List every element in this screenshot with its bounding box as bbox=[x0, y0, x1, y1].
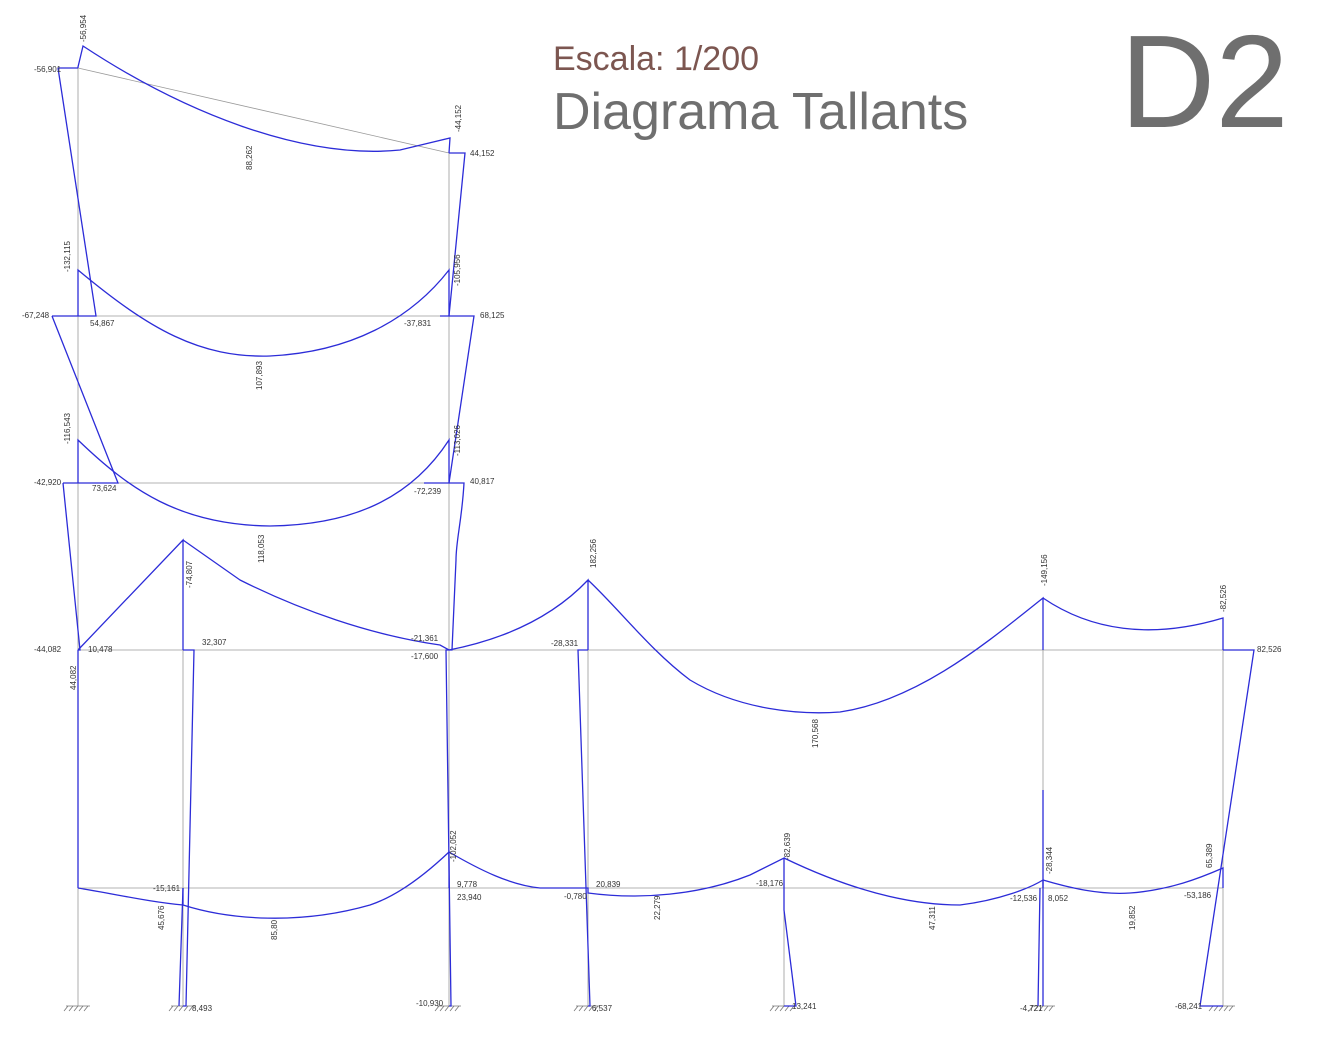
sheet-code: D2 bbox=[1120, 8, 1289, 155]
shear-value-label: -0,780 bbox=[564, 892, 587, 901]
shear-curve-roof-beam bbox=[77, 44, 451, 154]
shear-curves bbox=[51, 44, 1255, 1007]
shear-value-label: 82,526 bbox=[1257, 645, 1282, 654]
shear-curve-floor-1 bbox=[77, 538, 1224, 714]
shear-value-label: 54,867 bbox=[90, 319, 115, 328]
shear-curve-column-1-top bbox=[57, 67, 97, 317]
shear-curve-column-1-mid bbox=[51, 315, 119, 484]
shear-curve-column-7 bbox=[1199, 649, 1255, 1007]
roof-beam bbox=[77, 67, 450, 154]
shear-curve-column-2-mid bbox=[424, 315, 475, 484]
scale-label: Escala: 1/200 bbox=[553, 40, 760, 78]
shear-value-label: 65,389 bbox=[1205, 843, 1214, 868]
shear-value-label: 44,152 bbox=[470, 149, 495, 158]
shear-value-label: 8,493 bbox=[192, 1004, 213, 1013]
shear-value-label: -18,176 bbox=[756, 879, 784, 888]
fixed-supports bbox=[63, 1005, 1235, 1012]
diagram-title: Diagrama Tallants bbox=[553, 83, 969, 141]
shear-curve-column-5 bbox=[783, 888, 797, 1007]
shear-curve-column-2-low bbox=[449, 482, 465, 651]
shear-value-label: 118,053 bbox=[257, 534, 266, 563]
shear-value-label: 45,676 bbox=[157, 905, 166, 930]
shear-curve-floor-3 bbox=[77, 268, 450, 357]
shear-value-label: -74,807 bbox=[185, 560, 194, 588]
shear-value-label: -82,526 bbox=[1219, 584, 1228, 612]
shear-value-label: -116,543 bbox=[63, 412, 72, 444]
shear-value-label: 22,279 bbox=[653, 895, 662, 920]
shear-value-label: -28,344 bbox=[1045, 846, 1054, 874]
shear-value-label: -37,831 bbox=[404, 319, 432, 328]
shear-curve-column-3 bbox=[178, 649, 195, 1007]
shear-curve-column-4 bbox=[577, 649, 591, 1007]
fixed-support-icon bbox=[1208, 1005, 1235, 1012]
value-labels: -56,954 -56,901 -44,152 44,152 88,262 -132,11… bbox=[22, 14, 1282, 1013]
shear-value-label: 182,256 bbox=[589, 539, 598, 568]
shear-value-label: 85,80 bbox=[270, 919, 279, 940]
shear-curve-floor-2 bbox=[77, 437, 450, 527]
shear-value-label: 40,817 bbox=[470, 477, 495, 486]
shear-curve-column-1-low bbox=[62, 482, 81, 651]
shear-value-label: -44,082 bbox=[34, 645, 62, 654]
shear-value-label: 13,241 bbox=[792, 1002, 817, 1011]
shear-value-label: -44,152 bbox=[454, 104, 463, 132]
shear-value-label: -105,956 bbox=[453, 254, 462, 286]
fixed-support-icon bbox=[63, 1005, 90, 1012]
shear-value-label: 68,125 bbox=[480, 311, 505, 320]
shear-value-label: 47,311 bbox=[928, 906, 937, 930]
shear-value-label: -102,052 bbox=[449, 830, 458, 862]
shear-value-label: 9,778 bbox=[457, 880, 478, 889]
shear-value-label: 8,052 bbox=[1048, 894, 1069, 903]
shear-value-label: 20,839 bbox=[596, 880, 621, 889]
shear-value-label: -149,156 bbox=[1040, 554, 1049, 586]
shear-value-label: -132,115 bbox=[63, 240, 72, 272]
shear-value-label: -113,026 bbox=[453, 424, 462, 456]
shear-curve-column-6 bbox=[1037, 790, 1044, 1007]
shear-value-label: 107,893 bbox=[255, 361, 264, 390]
shear-value-label: 73,624 bbox=[92, 484, 117, 493]
shear-value-label: 23,940 bbox=[457, 893, 482, 902]
shear-value-label: 6,537 bbox=[592, 1004, 613, 1013]
shear-value-label: -56,954 bbox=[79, 14, 88, 42]
shear-value-label: -21,361 bbox=[411, 634, 439, 643]
shear-curve-ground-beam bbox=[77, 850, 1224, 919]
shear-value-label: -12,536 bbox=[1010, 894, 1038, 903]
shear-value-label: -68,241 bbox=[1175, 1002, 1203, 1011]
shear-value-label: -42,920 bbox=[34, 478, 62, 487]
shear-value-label: -17,600 bbox=[411, 652, 439, 661]
shear-value-label: -56,901 bbox=[34, 65, 62, 74]
shear-value-label: 19,852 bbox=[1128, 905, 1137, 930]
shear-value-label: -10,930 bbox=[416, 999, 444, 1008]
shear-value-label: 170,568 bbox=[811, 719, 820, 748]
shear-value-label: -82,639 bbox=[783, 832, 792, 860]
shear-curve-column-2-top bbox=[440, 152, 466, 317]
shear-value-label: 32,307 bbox=[202, 638, 227, 647]
shear-value-label: -28,331 bbox=[551, 639, 579, 648]
shear-curve-column-2-base bbox=[445, 649, 452, 1007]
shear-value-label: -67,248 bbox=[22, 311, 50, 320]
shear-value-label: 88,262 bbox=[245, 145, 254, 170]
shear-value-label: -15,161 bbox=[153, 884, 181, 893]
shear-value-label: -53,186 bbox=[1184, 891, 1212, 900]
shear-value-label: -72,239 bbox=[414, 487, 442, 496]
shear-value-label: -4,721 bbox=[1020, 1004, 1043, 1013]
shear-value-label: 44,082 bbox=[69, 665, 78, 690]
shear-value-label: 10,478 bbox=[88, 645, 113, 654]
